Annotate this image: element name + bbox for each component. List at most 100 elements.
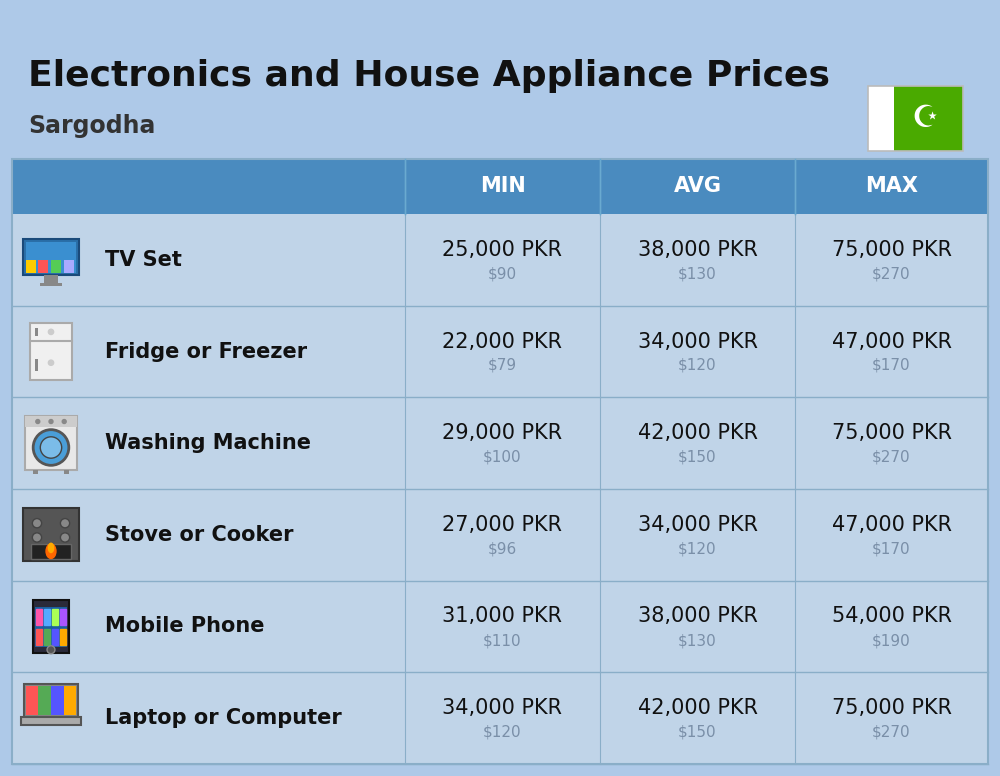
Bar <box>12 397 988 489</box>
Bar <box>23 239 79 275</box>
Circle shape <box>32 533 42 542</box>
Bar <box>24 684 78 717</box>
Text: $120: $120 <box>678 542 717 556</box>
Text: $79: $79 <box>488 358 517 373</box>
Text: 42,000 PKR: 42,000 PKR <box>638 423 758 443</box>
Bar <box>64 470 69 474</box>
Bar <box>868 86 963 151</box>
Text: 38,000 PKR: 38,000 PKR <box>638 240 757 260</box>
Bar <box>21 717 81 725</box>
Bar <box>52 629 58 645</box>
Bar <box>12 580 988 672</box>
Bar <box>12 159 988 214</box>
Text: Washing Machine: Washing Machine <box>105 433 311 453</box>
Text: $170: $170 <box>872 358 911 373</box>
Text: 27,000 PKR: 27,000 PKR <box>442 514 562 535</box>
Bar <box>51 260 61 272</box>
Text: 31,000 PKR: 31,000 PKR <box>442 607 562 626</box>
Ellipse shape <box>48 543 54 553</box>
Circle shape <box>62 420 66 424</box>
Text: $90: $90 <box>488 266 517 282</box>
Bar <box>26 686 76 715</box>
Text: 34,000 PKR: 34,000 PKR <box>638 514 758 535</box>
Bar <box>35 607 67 646</box>
Bar <box>25 416 77 427</box>
Text: Fridge or Freezer: Fridge or Freezer <box>105 341 307 362</box>
Text: Sargodha: Sargodha <box>28 114 155 138</box>
Text: 75,000 PKR: 75,000 PKR <box>832 423 952 443</box>
Bar <box>60 609 66 625</box>
Bar <box>25 416 77 470</box>
Text: $120: $120 <box>678 358 717 373</box>
Bar <box>35 328 38 336</box>
Text: $270: $270 <box>872 266 911 282</box>
Text: 75,000 PKR: 75,000 PKR <box>832 698 952 718</box>
Bar <box>44 609 50 625</box>
Bar <box>33 600 69 653</box>
Circle shape <box>47 646 55 653</box>
Circle shape <box>40 437 62 458</box>
Bar <box>12 489 988 580</box>
Text: $100: $100 <box>483 449 522 465</box>
Bar <box>868 86 894 151</box>
Text: 29,000 PKR: 29,000 PKR <box>442 423 563 443</box>
Bar <box>12 159 988 764</box>
Text: MIN: MIN <box>480 176 525 196</box>
Bar <box>26 260 36 272</box>
Text: Laptop or Computer: Laptop or Computer <box>105 708 342 728</box>
Bar <box>26 686 38 715</box>
Bar <box>33 470 38 474</box>
Bar <box>64 686 76 715</box>
Circle shape <box>33 430 69 466</box>
Text: 54,000 PKR: 54,000 PKR <box>832 607 952 626</box>
Circle shape <box>48 360 54 365</box>
Text: $120: $120 <box>483 725 522 740</box>
Text: $110: $110 <box>483 633 522 648</box>
Bar <box>44 629 50 645</box>
Circle shape <box>60 533 70 542</box>
Text: $270: $270 <box>872 449 911 465</box>
Bar <box>60 629 66 645</box>
Bar <box>12 306 988 397</box>
Text: Electronics and House Appliance Prices: Electronics and House Appliance Prices <box>28 59 830 93</box>
Circle shape <box>60 518 70 528</box>
Bar <box>23 508 79 561</box>
Text: $96: $96 <box>488 542 517 556</box>
Bar <box>52 609 58 625</box>
Text: MAX: MAX <box>865 176 918 196</box>
Bar <box>12 214 988 306</box>
Text: Stove or Cooker: Stove or Cooker <box>105 525 294 545</box>
Text: $190: $190 <box>872 633 911 648</box>
Text: AVG: AVG <box>674 176 722 196</box>
Text: 47,000 PKR: 47,000 PKR <box>832 514 952 535</box>
Text: 34,000 PKR: 34,000 PKR <box>638 331 758 352</box>
Text: $170: $170 <box>872 542 911 556</box>
Text: $270: $270 <box>872 725 911 740</box>
Bar <box>36 629 42 645</box>
Text: $150: $150 <box>678 725 717 740</box>
Bar <box>894 86 963 151</box>
Text: $130: $130 <box>678 266 717 282</box>
Circle shape <box>48 329 54 334</box>
Text: 47,000 PKR: 47,000 PKR <box>832 331 952 352</box>
Text: Mobile Phone: Mobile Phone <box>105 616 264 636</box>
Text: ☪: ☪ <box>911 104 939 133</box>
Bar <box>40 283 62 286</box>
Bar <box>44 275 58 283</box>
Bar <box>30 324 72 379</box>
Text: 25,000 PKR: 25,000 PKR <box>442 240 562 260</box>
Bar <box>64 260 74 272</box>
Text: 34,000 PKR: 34,000 PKR <box>442 698 562 718</box>
Text: TV Set: TV Set <box>105 250 182 270</box>
Bar <box>38 686 51 715</box>
Bar <box>38 260 48 272</box>
Circle shape <box>49 420 53 424</box>
Bar <box>12 672 988 764</box>
Text: 42,000 PKR: 42,000 PKR <box>638 698 758 718</box>
Text: $130: $130 <box>678 633 717 648</box>
Circle shape <box>36 420 40 424</box>
Text: 75,000 PKR: 75,000 PKR <box>832 240 952 260</box>
Circle shape <box>32 518 42 528</box>
Bar <box>26 241 76 272</box>
Bar <box>51 686 64 715</box>
